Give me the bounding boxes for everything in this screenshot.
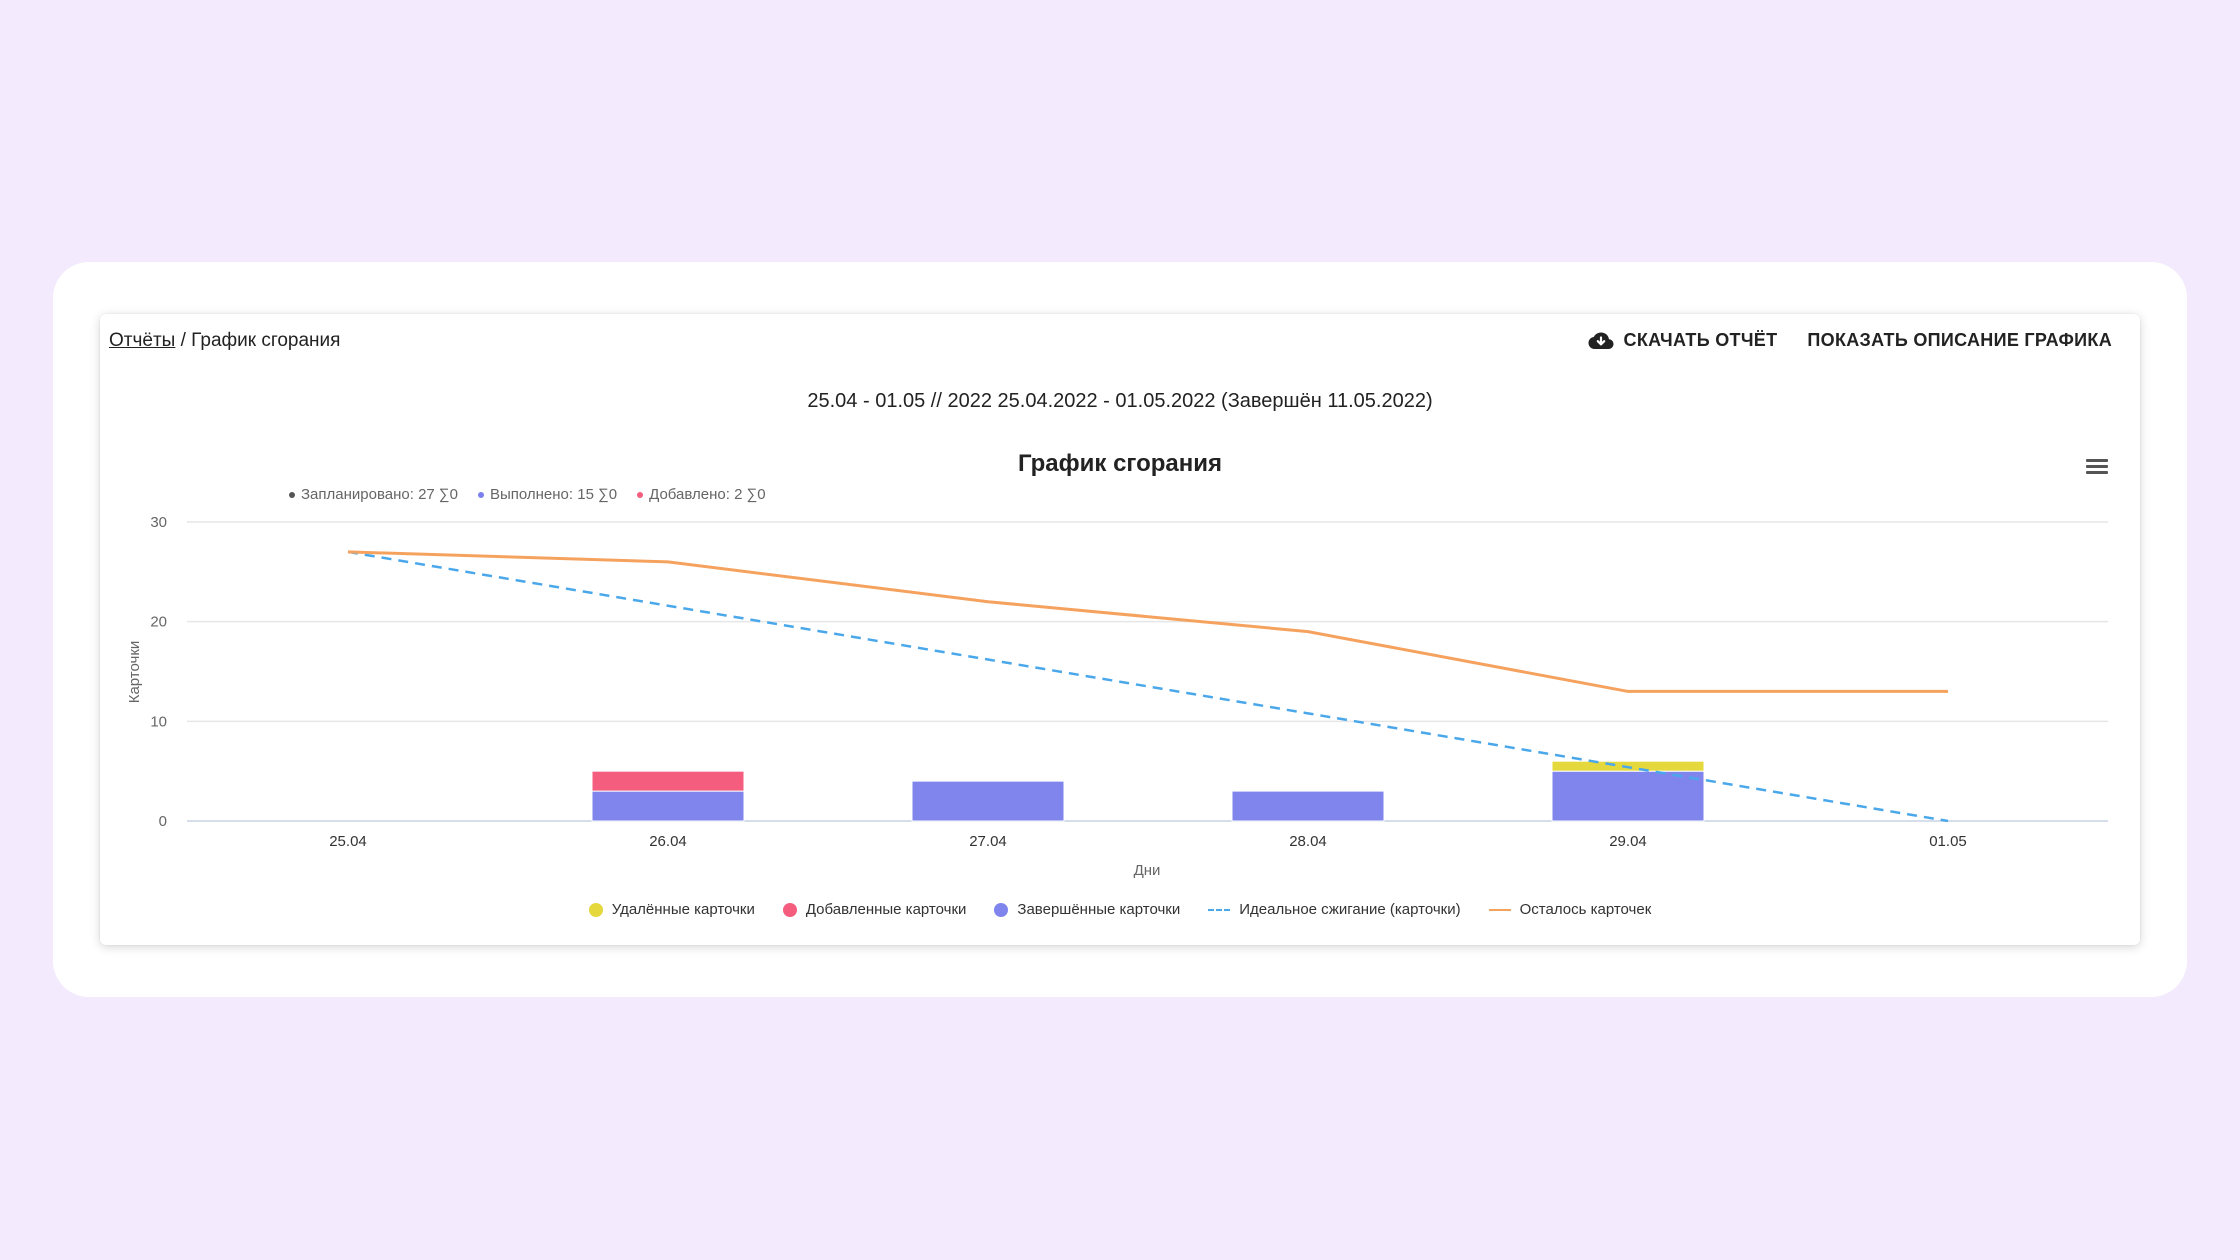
legend-label-remaining: Осталось карточек [1519,901,1652,918]
legend-label-ideal: Идеальное сжигание (карточки) [1239,901,1461,918]
download-report-button[interactable]: СКАЧАТЬ ОТЧЁТ [1588,330,1778,351]
chart-summary: Запланировано: 27 ∑0 Выполнено: 15 ∑0 До… [289,486,766,503]
series-line-remaining [347,550,1948,693]
summary-added: Добавлено: 2 ∑0 [637,486,766,503]
summary-added-text: Добавлено: 2 ∑0 [649,486,766,503]
legend-swatch-completed [994,902,1009,917]
bar-completed [1231,790,1385,822]
bar-completed [1551,770,1705,822]
x-axis-label: Дни [1134,862,1161,879]
breadcrumb-separator: / [180,330,186,351]
breadcrumb: Отчёты / График сгорания [109,330,340,352]
legend-swatch-removed [588,902,603,917]
x-tick-label: 27.04 [969,833,1007,850]
x-tick-label: 29.04 [1609,833,1647,850]
sprint-period: 25.04 - 01.05 // 2022 25.04.2022 - 01.05… [807,390,1433,412]
y-tick-label: 20 [150,614,167,631]
breadcrumb-current: График сгорания [191,330,341,351]
series-line-ideal [347,550,1949,823]
summary-added-dot [637,491,644,498]
cloud-download-icon [1588,332,1614,349]
summary-done-dot [477,491,484,498]
summary-planned: Запланировано: 27 ∑0 [289,486,458,503]
x-tick-label: 01.05 [1929,833,1967,850]
x-tick-label: 25.04 [329,833,367,850]
download-report-label: СКАЧАТЬ ОТЧЁТ [1623,330,1778,350]
show-description-button[interactable]: ПОКАЗАТЬ ОПИСАНИЕ ГРАФИКА [1807,330,2112,351]
summary-planned-text: Запланировано: 27 ∑0 [301,486,458,503]
legend-label-removed: Удалённые карточки [611,901,755,918]
show-description-label: ПОКАЗАТЬ ОПИСАНИЕ ГРАФИКА [1807,330,2112,350]
bar-completed [911,780,1065,822]
chart-title: График сгорания [1017,450,1223,477]
toolbar: СКАЧАТЬ ОТЧЁТ ПОКАЗАТЬ ОПИСАНИЕ ГРАФИКА [1588,330,2112,351]
hamburger-menu-icon[interactable] [2086,459,2108,475]
legend-label-added: Добавленные карточки [805,901,967,918]
y-tick-label: 0 [159,813,167,830]
x-tick-label: 28.04 [1289,833,1327,850]
y-tick-label: 10 [150,713,167,730]
legend-label-completed: Завершённые карточки [1017,901,1181,918]
summary-done: Выполнено: 15 ∑0 [477,486,618,503]
legend-item-added[interactable]: Добавленные карточки [782,901,967,918]
legend-item-completed[interactable]: Завершённые карточки [994,901,1180,918]
legend-swatch-added [782,902,797,917]
x-tick-label: 26.04 [649,833,687,850]
summary-done-text: Выполнено: 15 ∑0 [489,486,618,503]
bar-added [591,770,745,792]
legend-item-remaining[interactable]: Осталось карточек [1488,901,1652,918]
breadcrumb-link-reports[interactable]: Отчёты [109,330,176,351]
report-panel: Отчёты / График сгорания СКАЧАТЬ ОТЧЁТ П… [100,314,2140,945]
bar-completed [591,790,745,822]
legend-item-removed[interactable]: Удалённые карточки [588,901,755,918]
summary-planned-dot [289,491,295,498]
legend-line-ideal [1208,908,1231,911]
y-tick-label: 30 [150,514,167,531]
y-axis-label: Карточки [126,641,143,704]
burndown-chart: 0 10 20 30 Карточки 25.04 26.04 27.04 28.04 29.04… [126,514,2108,879]
legend-item-ideal[interactable]: Идеальное сжигание (карточки) [1208,901,1461,918]
chart-legend: Удалённые карточки Добавленные карточки … [100,901,2140,918]
legend-line-remaining [1488,908,1511,911]
